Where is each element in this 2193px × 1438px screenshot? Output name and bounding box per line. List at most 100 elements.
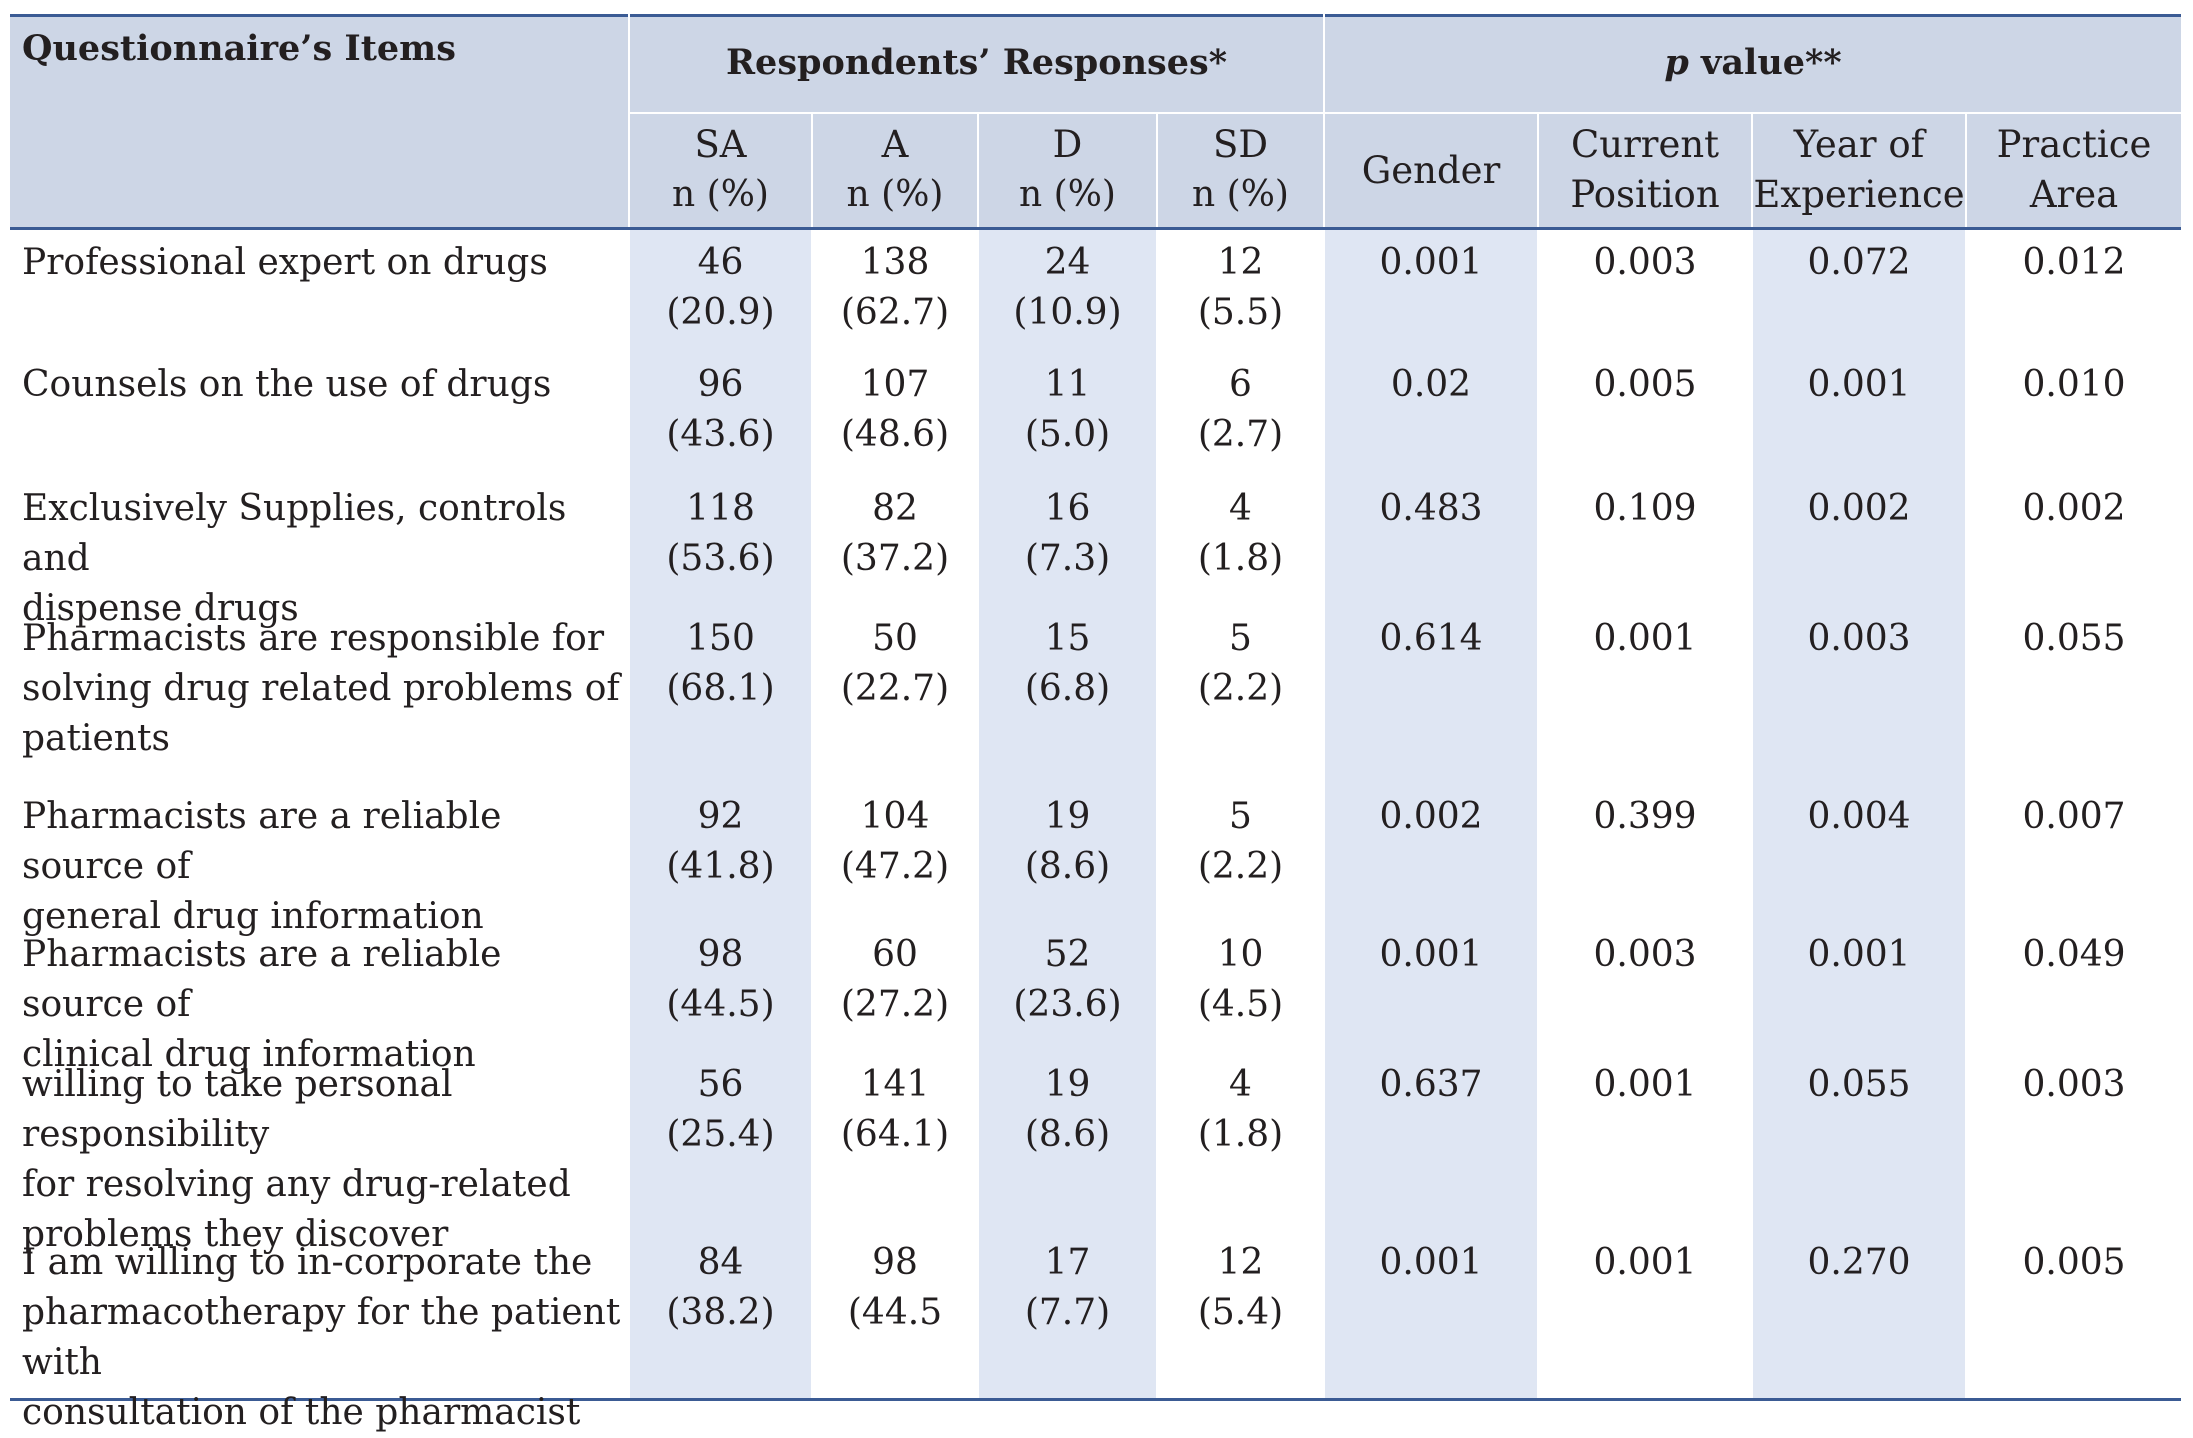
row-item-line: clinical drug information [22, 1034, 476, 1075]
row-item-line: consultation of the pharmacist [22, 1392, 581, 1433]
cell-count: 141 [860, 1064, 930, 1105]
cell-count: 82 [872, 488, 918, 529]
cell-sa: 118 (53.6) [630, 484, 811, 584]
cell-count: 104 [860, 796, 930, 837]
row-item-line: Pharmacists are a reliable source of [22, 934, 502, 1025]
cell-area: 0.003 [2022, 1064, 2126, 1105]
row-item-label: I am willing to in-corporate the pharmaco… [22, 1238, 622, 1438]
col-header-area: Practice Area [1996, 123, 2152, 216]
cell-gender: 0.001 [1379, 242, 1483, 283]
cell-experience: 0.002 [1807, 488, 1911, 529]
cell-count: 11 [1044, 364, 1091, 405]
cell-count: 84 [697, 1242, 744, 1283]
cell-position: 0.001 [1593, 1064, 1697, 1105]
band-d [979, 230, 1156, 1398]
cell-sd: 12 (5.4) [1158, 1238, 1323, 1338]
cell-count: 5 [1229, 618, 1252, 659]
row-item-line: willing to take personal responsibility [22, 1064, 453, 1155]
cell-sa: 46 (20.9) [630, 238, 811, 338]
cell-d: 19 (8.6) [979, 1060, 1156, 1160]
cell-area: 0.005 [2022, 1242, 2126, 1283]
cell-percent: (62.7) [840, 292, 950, 333]
row-item-line: solving drug related problems of [22, 668, 620, 709]
cell-sd: 4 (1.8) [1158, 484, 1323, 584]
cell-sa: 84 (38.2) [630, 1238, 811, 1338]
cell-percent: (47.2) [840, 846, 950, 887]
row-item-label: Pharmacists are a reliable source of gene… [22, 792, 622, 942]
cell-percent: (44.5 [847, 1292, 943, 1333]
row-item-line: general drug information [22, 896, 484, 937]
cell-d: 24 (10.9) [979, 238, 1156, 338]
cell-area: 0.012 [2022, 242, 2126, 283]
row-item-line: patients [22, 718, 170, 759]
cell-count: 6 [1229, 364, 1252, 405]
top-rule [10, 14, 2181, 17]
cell-percent: (43.6) [666, 414, 775, 455]
row-item-line: I am willing to in-corporate the [22, 1242, 593, 1283]
cell-gender: 0.614 [1379, 618, 1483, 659]
cell-percent: (1.8) [1197, 538, 1284, 579]
cell-area: 0.002 [2022, 488, 2126, 529]
cell-percent: (2.2) [1197, 846, 1284, 887]
cell-area: 0.010 [2022, 364, 2126, 405]
cell-percent: (68.1) [666, 668, 775, 709]
cell-a: 107 (48.6) [813, 360, 977, 460]
cell-a: 138 (62.7) [813, 238, 977, 338]
header-pvalue: p value** [1325, 42, 2181, 83]
row-item-line: Pharmacists are responsible for [22, 618, 605, 659]
cell-count: 52 [1044, 934, 1091, 975]
row-item-line: problems they discover [22, 1214, 449, 1255]
col-header-position: Current Position [1570, 123, 1720, 216]
cell-count: 46 [697, 242, 744, 283]
cell-a: 50 (22.7) [813, 614, 977, 714]
cell-count: 19 [1044, 1064, 1091, 1105]
cell-area: 0.055 [2022, 618, 2126, 659]
cell-sd: 12 (5.5) [1158, 238, 1323, 338]
cell-sa: 150 (68.1) [630, 614, 811, 714]
cell-sa: 98 (44.5) [630, 930, 811, 1030]
cell-percent: (48.6) [840, 414, 950, 455]
cell-percent: (20.9) [666, 292, 775, 333]
cell-d: 19 (8.6) [979, 792, 1156, 892]
cell-count: 92 [697, 796, 744, 837]
cell-percent: (37.2) [840, 538, 950, 579]
cell-percent: (6.8) [1024, 668, 1111, 709]
table-header [10, 14, 2181, 228]
cell-gender: 0.001 [1379, 1242, 1483, 1283]
cell-area: 0.049 [2022, 934, 2126, 975]
cell-count: 4 [1229, 488, 1252, 529]
cell-percent: (22.7) [840, 668, 950, 709]
cell-d: 17 (7.7) [979, 1238, 1156, 1338]
col-header-sd: SD n (%) [1192, 123, 1289, 215]
cell-count: 96 [697, 364, 744, 405]
cell-gender: 0.002 [1379, 796, 1483, 837]
cell-experience: 0.270 [1807, 1242, 1911, 1283]
row-item-label: Professional expert on drugs [22, 238, 622, 288]
cell-count: 138 [860, 242, 930, 283]
cell-percent: (27.2) [840, 984, 950, 1025]
cell-percent: (38.2) [666, 1292, 775, 1333]
cell-position: 0.005 [1593, 364, 1697, 405]
cell-position: 0.399 [1593, 796, 1697, 837]
cell-percent: (4.5) [1197, 984, 1284, 1025]
cell-a: 82 (37.2) [813, 484, 977, 584]
cell-position: 0.003 [1593, 934, 1697, 975]
header-pvalue-rest: value** [1688, 42, 1842, 83]
cell-percent: (10.9) [1013, 292, 1122, 333]
cell-a: 141 (64.1) [813, 1060, 977, 1160]
col-header-gender: Gender [1361, 149, 1501, 192]
cell-d: 11 (5.0) [979, 360, 1156, 460]
cell-count: 150 [686, 618, 755, 659]
cell-count: 16 [1044, 488, 1091, 529]
cell-count: 118 [686, 488, 755, 529]
cell-percent: (53.6) [666, 538, 775, 579]
cell-count: 12 [1217, 1242, 1264, 1283]
cell-experience: 0.003 [1807, 618, 1911, 659]
cell-count: 17 [1044, 1242, 1091, 1283]
cell-experience: 0.004 [1807, 796, 1911, 837]
cell-count: 98 [697, 934, 744, 975]
row-item-label: Exclusively Supplies, controls and dispen… [22, 484, 622, 634]
cell-experience: 0.055 [1807, 1064, 1911, 1105]
row-item-label: Pharmacists are a reliable source of clin… [22, 930, 622, 1080]
